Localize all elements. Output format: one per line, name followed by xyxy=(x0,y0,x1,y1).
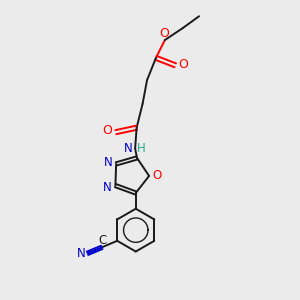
Text: N: N xyxy=(124,142,133,155)
Text: O: O xyxy=(159,27,169,40)
Text: O: O xyxy=(153,169,162,182)
Text: N: N xyxy=(103,156,112,169)
Text: O: O xyxy=(178,58,188,71)
Text: N: N xyxy=(103,181,112,194)
Text: O: O xyxy=(103,124,112,137)
Text: C: C xyxy=(99,234,107,247)
Text: N: N xyxy=(76,248,85,260)
Text: H: H xyxy=(137,142,146,155)
